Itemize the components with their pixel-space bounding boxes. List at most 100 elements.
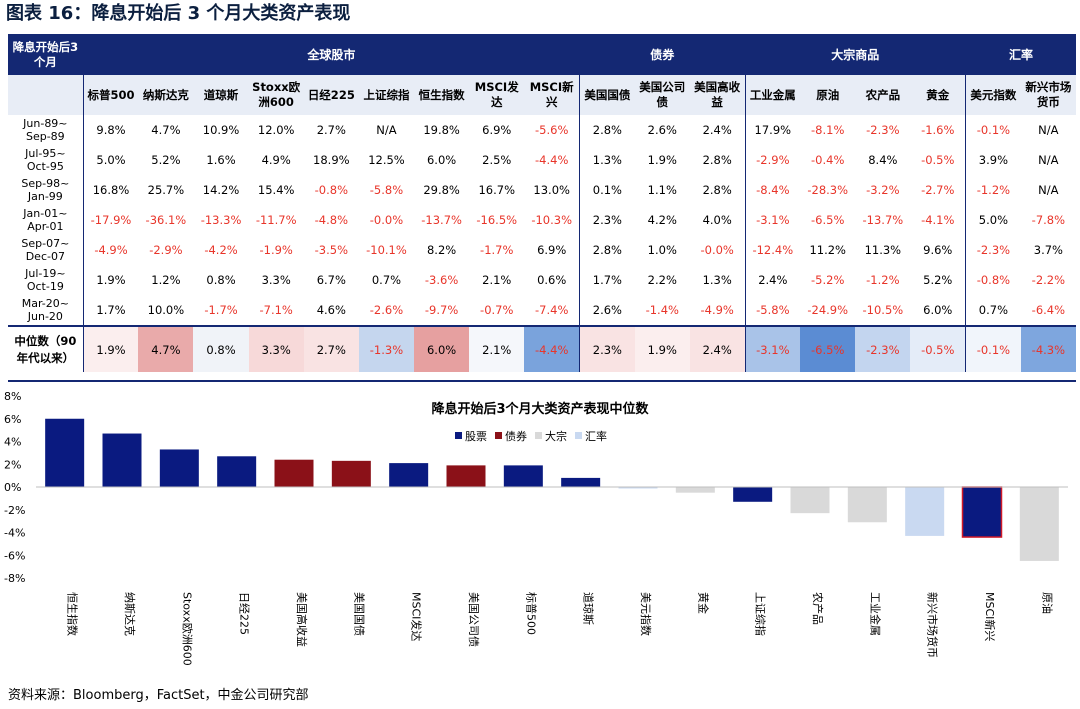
value-cell: -28.3% [807,183,849,197]
value-cell: 2.2% [647,273,677,287]
value-cell: -16.5% [476,213,518,227]
y-tick-label: 0% [4,481,21,494]
period-end: Apr-01 [27,220,64,233]
value-cell: -6.5% [811,213,845,227]
y-tick-label: -4% [4,527,25,540]
value-cell: -1.2% [866,273,900,287]
value-cell: 25.7% [147,183,185,197]
value-cell: 16.7% [478,183,516,197]
bar [905,487,945,536]
category-label: 黄金 [696,592,710,614]
column-header-blank [8,75,84,115]
bar [847,487,887,523]
median-label-line: 中位数（90 [14,333,77,348]
value-cell: -0.0% [369,213,404,227]
value-cell: -0.4% [811,153,845,167]
value-cell: -4.1% [921,213,955,227]
value-cell: 5.0% [82,145,139,175]
category-label: 美元指数 [639,592,653,636]
bar [274,459,314,487]
period-start: Jan-01~ [23,207,68,220]
column-header: 美国高收益 [689,75,745,115]
bar [790,487,830,514]
value-cell: -4.9% [700,303,734,317]
value-cell: N/A [1038,153,1059,167]
median-cell: -0.1% [965,325,1021,372]
value-cell: 12.5% [368,153,405,167]
value-cell: 10.9% [202,123,240,137]
category-label: 美国高收益 [295,592,309,647]
category-label: Stoxx欧洲600 [180,592,193,666]
category-label: 纳斯达克 [123,592,136,636]
legend-label: 股票 [465,430,487,443]
bar [217,456,257,487]
value-cell: 2.3% [579,205,635,235]
value-cell: 2.8% [702,153,732,167]
value-cell: -1.4% [645,303,679,317]
column-header: 恒生指数 [414,75,470,115]
period-cell: Jun-89~ Sep-89 [8,115,83,145]
value-cell: 1.7% [82,295,139,326]
value-cell: -3.2% [866,183,900,197]
median-cell: 2.3% [579,325,635,372]
value-cell: 29.8% [423,183,460,197]
bar [45,418,85,487]
value-cell: 1.3% [702,273,732,287]
legend-swatch [535,432,542,439]
value-cell: 0.1% [579,175,635,205]
category-label: 美国公司债 [467,592,481,647]
period-cell: Sep-07~ Dec-07 [8,235,83,265]
category-label: 标普500 [524,592,538,635]
value-cell: 1.6% [206,153,236,167]
median-cell: -4.4% [524,325,580,372]
period-start: Jul-19~ [25,267,66,280]
median-cell: -3.1% [744,325,801,372]
median-cell: -6.5% [800,325,856,372]
value-cell: -4.4% [535,153,569,167]
value-cell: -6.4% [1031,303,1066,317]
legend-swatch [495,432,502,439]
legend-swatch [575,432,582,439]
column-header: 标普500 [82,75,139,115]
y-tick-label: 2% [4,458,21,471]
value-cell: -13.7% [421,213,462,227]
period-end: Oct-19 [26,280,64,293]
value-cell: 17.9% [744,115,801,145]
value-cell: N/A [1038,123,1059,137]
value-cell: -8.4% [744,175,801,205]
value-cell: 3.7% [1033,243,1063,257]
category-label: 工业金属 [868,592,882,636]
value-cell: -11.7% [255,213,297,227]
value-cell: 4.9% [261,153,291,167]
value-cell: 1.7% [579,265,635,295]
period-end: Jun-20 [27,310,63,323]
column-header-row: 标普500 纳斯达克 道琼斯 Stoxx欧洲600 日经225 上证综指 恒生指数 MSCI发… [8,75,1076,115]
value-cell: -5.8% [369,183,404,197]
value-cell: 6.9% [537,243,567,257]
median-label: 中位数（90 年代以来） [8,325,84,372]
table-row: Jul-95~ Oct-95 5.0% 5.2% 1.6% 4.9% 18.9% 12.5% 6… [8,145,1076,175]
value-cell: -17.9% [82,205,139,235]
legend-label: 债券 [505,429,527,443]
value-cell: 19.8% [423,123,460,137]
column-header: 美国公司债 [634,75,690,115]
value-cell: 9.8% [82,115,139,145]
value-cell: 15.4% [257,183,295,197]
value-cell: 11.2% [809,243,846,257]
column-header: 纳斯达克 [138,75,194,115]
category-label: 美国国债 [352,592,366,636]
period-start: Sep-07~ [21,237,70,250]
category-label: 道琼斯 [582,592,596,625]
value-cell: -1.7% [480,243,514,257]
column-header: 原油 [800,75,856,115]
value-cell: 2.8% [579,115,635,145]
value-cell: -4.9% [82,235,139,265]
category-label: 原油 [1040,592,1054,614]
median-cell: 1.9% [634,325,690,372]
category-label: 上证综指 [754,592,768,636]
value-cell: 8.2% [426,243,457,257]
value-cell: -36.1% [145,213,187,227]
value-cell: 2.4% [744,265,801,295]
period-cell: Jul-19~ Oct-19 [8,265,83,295]
median-label-line: 年代以来） [16,350,75,365]
